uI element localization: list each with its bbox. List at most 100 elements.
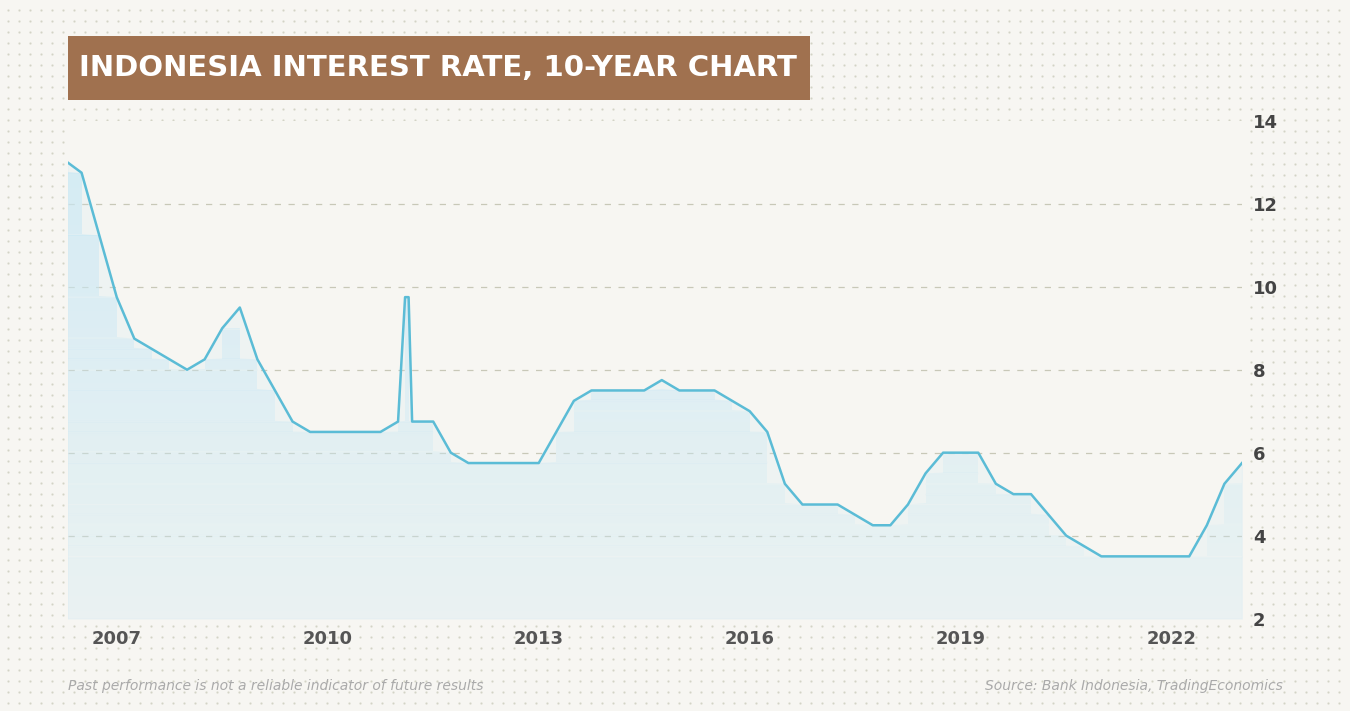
Point <box>570 346 591 357</box>
Point <box>371 521 393 533</box>
Point <box>481 147 502 159</box>
Point <box>1031 521 1053 533</box>
Point <box>767 346 788 357</box>
Point <box>140 246 162 257</box>
Point <box>767 246 788 257</box>
Point <box>1021 147 1042 159</box>
Point <box>273 599 294 610</box>
Point <box>459 543 481 555</box>
Point <box>151 686 173 697</box>
Point <box>327 159 348 170</box>
Point <box>778 642 799 653</box>
Point <box>878 599 899 610</box>
Point <box>624 620 645 631</box>
Point <box>493 279 514 291</box>
Point <box>427 137 448 148</box>
Point <box>250 346 271 357</box>
Point <box>339 290 360 301</box>
Point <box>679 477 701 488</box>
Point <box>1031 599 1053 610</box>
Point <box>1087 169 1108 181</box>
Point <box>217 159 239 170</box>
Point <box>613 620 634 631</box>
Point <box>228 125 250 137</box>
Point <box>591 213 613 225</box>
Point <box>570 577 591 588</box>
Point <box>987 466 1008 478</box>
Point <box>867 378 888 390</box>
Point <box>514 16 536 27</box>
Point <box>250 466 271 478</box>
Point <box>878 37 899 48</box>
Point <box>305 400 327 412</box>
Point <box>339 653 360 665</box>
Point <box>613 70 634 82</box>
Point <box>8 224 30 235</box>
Point <box>713 4 734 16</box>
Point <box>448 59 470 70</box>
Point <box>713 499 734 510</box>
Point <box>525 577 547 588</box>
Point <box>713 577 734 588</box>
Point <box>778 599 799 610</box>
Point <box>855 279 876 291</box>
Point <box>811 411 833 422</box>
Point <box>107 499 128 510</box>
Point <box>459 203 481 214</box>
Point <box>1064 346 1085 357</box>
Point <box>701 686 722 697</box>
Point <box>250 356 271 368</box>
Point <box>393 147 414 159</box>
Point <box>1098 653 1119 665</box>
Point <box>855 213 876 225</box>
Point <box>427 577 448 588</box>
Point <box>96 675 117 687</box>
Point <box>459 324 481 335</box>
Point <box>558 324 579 335</box>
Point <box>965 137 987 148</box>
Point <box>801 257 822 269</box>
Point <box>393 191 414 203</box>
Point <box>107 37 128 48</box>
Point <box>437 203 459 214</box>
Point <box>944 653 965 665</box>
Point <box>228 16 250 27</box>
Point <box>1010 224 1031 235</box>
Point <box>74 411 96 422</box>
Point <box>437 555 459 566</box>
Point <box>371 125 393 137</box>
Point <box>74 620 96 631</box>
Point <box>1218 26 1239 38</box>
Point <box>713 37 734 48</box>
Point <box>119 488 140 500</box>
Point <box>933 521 954 533</box>
Point <box>547 599 568 610</box>
Point <box>713 290 734 301</box>
Point <box>910 203 932 214</box>
Point <box>1273 213 1295 225</box>
Point <box>382 422 404 434</box>
Point <box>63 642 85 653</box>
Point <box>305 147 327 159</box>
Point <box>1273 521 1295 533</box>
Point <box>954 4 976 16</box>
Point <box>1031 378 1053 390</box>
Point <box>1284 356 1305 368</box>
Point <box>140 137 162 148</box>
Point <box>701 653 722 665</box>
Point <box>481 334 502 346</box>
Point <box>0 103 19 114</box>
Point <box>1207 631 1228 643</box>
Point <box>965 59 987 70</box>
Point <box>1098 114 1119 126</box>
Point <box>53 334 74 346</box>
Point <box>713 543 734 555</box>
Point <box>822 642 844 653</box>
Point <box>382 533 404 544</box>
Point <box>1010 422 1031 434</box>
Point <box>1251 4 1273 16</box>
Point <box>85 411 107 422</box>
Point <box>327 246 348 257</box>
Point <box>63 103 85 114</box>
Point <box>525 433 547 444</box>
